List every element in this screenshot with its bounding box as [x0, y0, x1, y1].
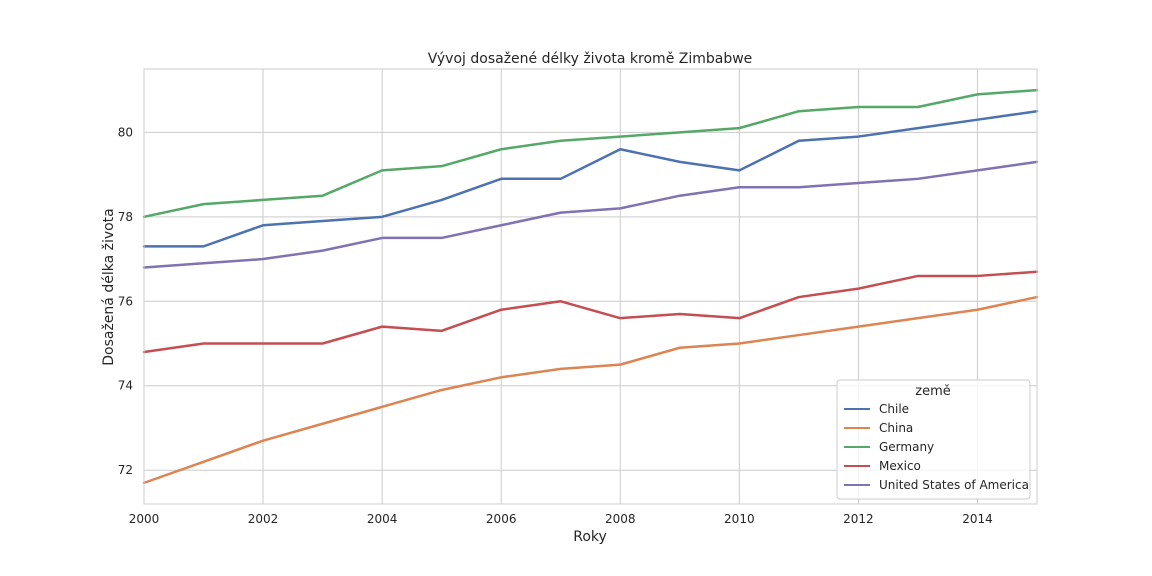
chart-title: Vývoj dosažené délky života kromě Zimbab…	[428, 51, 753, 67]
series-line-mexico	[142, 270, 1039, 354]
series-layer	[142, 88, 1039, 485]
legend: země Chile China Germany Mexico United State…	[836, 379, 1031, 500]
tick-labels: 2000 2002 2004 2006 2008 2010 2012 2014 72 74 76 78…	[118, 125, 993, 526]
legend-label-united-states-of-america: United States of America	[879, 478, 1029, 492]
y-tick-label: 80	[118, 125, 133, 139]
legend-title: země	[915, 384, 950, 399]
y-axis-label: Dosažená délka života	[101, 208, 117, 366]
y-tick-label: 74	[118, 379, 133, 393]
legend-label-chile: Chile	[879, 402, 909, 416]
y-tick-label: 76	[118, 294, 133, 308]
series-line-chile	[142, 109, 1039, 248]
legend-label-germany: Germany	[879, 440, 934, 454]
y-tick-label: 78	[118, 210, 133, 224]
legend-label-mexico: Mexico	[879, 459, 921, 473]
legend-items: Chile China Germany Mexico United States of …	[844, 402, 1029, 492]
legend-label-china: China	[879, 421, 913, 435]
x-axis-label: Roky	[573, 529, 607, 545]
y-tick-label: 72	[118, 463, 133, 477]
x-tick-label: 2000	[129, 512, 160, 526]
x-tick-label: 2008	[605, 512, 636, 526]
x-tick-label: 2014	[962, 512, 993, 526]
series-line-china	[142, 295, 1039, 485]
x-tick-label: 2004	[367, 512, 398, 526]
x-tick-label: 2010	[724, 512, 755, 526]
legend-box	[836, 379, 1031, 500]
x-tick-label: 2006	[486, 512, 517, 526]
plot-frame	[143, 68, 1038, 505]
series-line-united-states-of-america	[142, 160, 1039, 269]
series-line-germany	[142, 88, 1039, 219]
x-tick-label: 2012	[843, 512, 874, 526]
x-tick-label: 2002	[248, 512, 279, 526]
